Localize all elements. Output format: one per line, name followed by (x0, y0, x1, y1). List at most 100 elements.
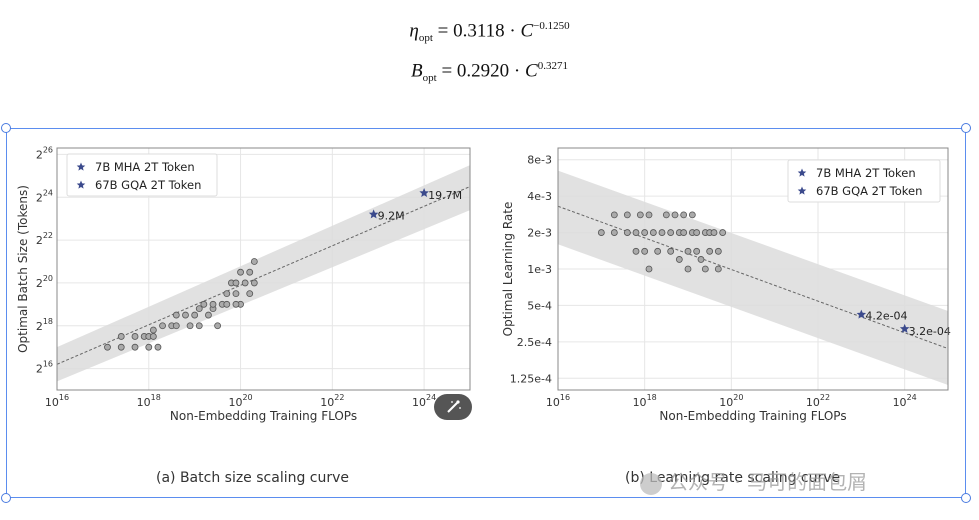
data-point (246, 268, 254, 276)
data-point (154, 343, 162, 351)
data-point (182, 311, 189, 319)
data-point (131, 333, 139, 340)
x-tick-label: 1018 (633, 393, 657, 409)
x-tick-label: 1016 (546, 393, 570, 409)
x-tick-label: 1020 (719, 393, 743, 409)
data-point (710, 229, 718, 236)
highlight-star-0 (856, 309, 867, 319)
legend-box (66, 153, 218, 197)
formula-eta-exp: −0.1250 (533, 20, 570, 32)
highlight-star-0 (368, 209, 379, 219)
data-point (232, 300, 240, 308)
data-point (186, 322, 194, 330)
data-point (191, 311, 199, 319)
formula-learning-rate: ηopt = 0.3118 · C−0.1250 (0, 20, 979, 44)
caption-learning-rate: (b) Learning rate scaling curve (625, 470, 841, 486)
legend-star-0 (797, 168, 807, 177)
data-point (246, 290, 254, 298)
data-point (623, 211, 631, 219)
data-point (195, 305, 203, 313)
data-point (662, 211, 670, 219)
data-point (205, 311, 212, 319)
y-tick-label: 218 (36, 317, 53, 333)
y-tick-label: 2e-3 (527, 227, 552, 240)
x-tick-label: 1016 (45, 393, 69, 409)
legend-entry-1: 67B GQA 2T Token (816, 184, 922, 198)
data-point (649, 229, 657, 236)
y-axis-label: Optimal Learning Rate (501, 202, 515, 337)
x-tick-label: 1022 (320, 393, 344, 409)
formula-eta-base: C (520, 20, 534, 42)
y-tick-label: 222 (36, 231, 53, 247)
legend-entry-1: 67B GQA 2T Token (95, 178, 201, 192)
highlight-label-0: 4.2e-04 (865, 310, 907, 323)
caption-batch-size: (a) Batch size scaling curve (156, 470, 350, 486)
y-axis-label: Optimal Batch Size (Tokens) (16, 185, 30, 353)
resize-handle-bottom-right[interactable] (961, 493, 971, 503)
data-point (241, 279, 249, 287)
data-point (706, 247, 714, 255)
legend-star-1 (797, 186, 807, 195)
highlight-label-1: 19.7M (428, 189, 462, 202)
data-point (200, 300, 208, 308)
legend-entry-0: 7B MHA 2T Token (95, 160, 195, 174)
data-point (680, 229, 688, 236)
resize-handle-bottom-left[interactable] (1, 493, 11, 503)
data-point (149, 326, 157, 334)
y-tick-label: 1.25e-4 (510, 372, 552, 385)
data-point (237, 268, 244, 276)
y-tick-label: 4e-3 (527, 190, 552, 203)
data-point (232, 279, 240, 287)
data-point (597, 229, 605, 236)
data-point (117, 343, 125, 351)
highlight-label-0: 9.2M (378, 209, 405, 222)
data-point (632, 229, 640, 236)
data-point (131, 343, 139, 351)
data-point (159, 322, 166, 330)
data-point (658, 229, 666, 236)
data-point (719, 229, 727, 236)
data-point (214, 322, 222, 330)
x-tick-label: 1020 (228, 393, 252, 409)
formula-b-base: C (525, 60, 538, 82)
data-point (671, 211, 679, 219)
formula-b-exp: 0.3271 (537, 60, 568, 72)
data-point (654, 247, 662, 255)
legend-box (787, 159, 941, 203)
data-point (250, 279, 258, 287)
data-point (641, 247, 649, 255)
watermark: 公众号 · 马可的面包屑 (640, 466, 867, 495)
data-point (701, 265, 709, 273)
data-point (209, 300, 217, 308)
data-point (714, 265, 722, 273)
data-point (684, 247, 692, 255)
data-point (195, 322, 203, 330)
plot-border (56, 147, 471, 391)
legend-star-1 (76, 180, 86, 189)
magic-wand-icon (447, 400, 461, 413)
formula-b-sub: opt (422, 72, 437, 85)
y-tick-label: 2.5e-4 (517, 336, 552, 349)
legend-entry-0: 7B MHA 2T Token (816, 166, 916, 180)
formula-eta-symbol: η (409, 20, 419, 42)
learning-rate-chart: 4.2e-043.2e-04 1016 1018 1020 1022 1024 8e-3 4e… (501, 147, 951, 423)
image-edit-button[interactable] (434, 394, 472, 420)
y-tick-label: 216 (36, 360, 53, 376)
data-point (645, 211, 653, 219)
x-tick-label: 1018 (137, 393, 161, 409)
data-point (667, 247, 675, 255)
data-point (680, 211, 688, 219)
y-tick-label: 8e-3 (527, 154, 552, 167)
data-point (232, 290, 240, 298)
data-point (645, 265, 653, 273)
data-point (675, 256, 683, 263)
y-tick-label: 5e-4 (527, 299, 552, 312)
y-tick-label: 220 (36, 274, 53, 290)
data-point (693, 229, 701, 236)
resize-handle-top-right[interactable] (961, 123, 971, 133)
wechat-logo-icon (640, 472, 662, 495)
resize-handle-top-left[interactable] (1, 123, 11, 133)
image-selection-frame[interactable] (6, 128, 966, 498)
data-point (667, 229, 675, 236)
data-point (610, 229, 618, 236)
